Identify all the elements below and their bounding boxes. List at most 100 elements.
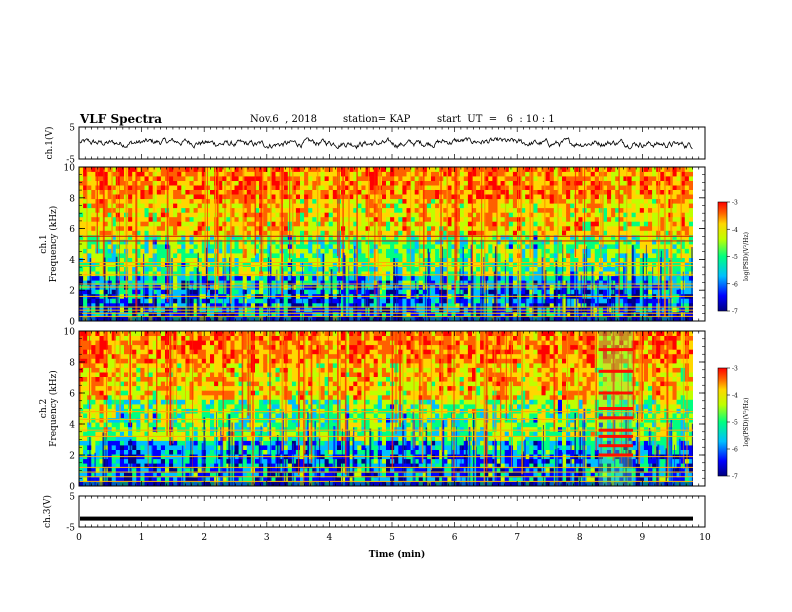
spectrogram-cell [537, 253, 542, 258]
spectrogram-cell [136, 185, 141, 190]
spectrogram-cell [664, 253, 669, 258]
spectrogram-cell [115, 230, 121, 236]
spectrogram-cell [369, 176, 375, 181]
spectrogram-cell [517, 275, 522, 281]
spectrogram-cell [201, 230, 207, 236]
spectrogram-cell [230, 212, 235, 218]
spectrogram-cell [79, 275, 84, 281]
spectrogram-cell [369, 239, 375, 245]
spectrogram-cell [402, 302, 407, 308]
spectrogram-cell [484, 207, 489, 213]
spectrogram-cell [214, 180, 219, 186]
spectrogram-cell [607, 244, 612, 249]
spectrogram-cell [177, 298, 182, 304]
spectrogram-cell [451, 185, 456, 190]
spectrogram-cell [443, 207, 448, 213]
spectrogram-cell [639, 311, 645, 317]
spectrogram-cell [103, 311, 109, 317]
spectrogram-cell [332, 171, 338, 177]
spectrogram-cell [394, 212, 399, 218]
spectrogram-cell [508, 225, 514, 231]
spectrogram-cell [365, 280, 370, 286]
spectrogram-cell [79, 266, 84, 272]
spectrogram-cell [398, 189, 403, 195]
spectrogram-cell [615, 176, 620, 181]
spectrogram-cell [287, 262, 293, 267]
spectrogram-cell [328, 189, 334, 195]
spectrogram-cell [615, 248, 620, 254]
spectrogram-cell [631, 230, 637, 236]
spectrogram-cell [128, 234, 133, 240]
spectrogram-cell [144, 212, 149, 218]
spectrogram-cell [107, 203, 113, 209]
spectrogram-cell [557, 262, 563, 267]
spectrogram-cell [672, 185, 677, 190]
spectrogram-cell [455, 253, 461, 258]
spectrogram-cell [353, 203, 358, 209]
spectrogram-cell [459, 257, 465, 263]
spectrogram-cell [160, 198, 166, 204]
spectrogram-cell [87, 311, 92, 317]
spectrogram-cell [353, 244, 358, 249]
ch1-spectrogram-panel [79, 167, 693, 321]
spectrogram-cell [316, 311, 321, 317]
spectrogram-cell [484, 189, 489, 195]
spectrogram-cell [512, 302, 518, 308]
spectrogram-cell [435, 212, 440, 218]
spectrogram-cell [87, 225, 92, 231]
spectrogram-cell [263, 253, 268, 258]
spectrogram-cell [320, 185, 325, 190]
spectrogram-cell [308, 216, 313, 222]
spectrogram-cell [386, 171, 391, 177]
spectrogram-cell [549, 257, 555, 263]
spectrogram-cell [357, 244, 362, 249]
spectrogram-cell [353, 262, 358, 267]
spectrogram-cell [369, 248, 375, 254]
spectrogram-cell [643, 212, 649, 218]
spectrogram-cell [160, 176, 166, 181]
spectrogram-cell [607, 185, 612, 190]
spectrogram-cell [295, 311, 301, 317]
spectrogram-cell [390, 266, 395, 272]
spectrogram-cell [500, 203, 506, 209]
spectrogram-cell [230, 180, 235, 186]
spectrogram-cell [361, 185, 366, 190]
spectrogram-cell [431, 185, 436, 190]
spectrogram-cell [574, 207, 579, 213]
spectrogram-cell [136, 167, 141, 172]
spectrogram-cell [353, 257, 358, 263]
spectrogram-cell [132, 275, 137, 281]
spectrogram-cell [455, 302, 461, 308]
spectrogram-cell [140, 271, 145, 277]
spectrogram-cell [394, 221, 399, 227]
spectrogram-cell [152, 275, 158, 281]
spectrogram-cell [304, 189, 309, 195]
spectrogram-cell [512, 198, 518, 204]
spectrogram-cell [365, 262, 370, 267]
spectrogram-cell [615, 185, 620, 190]
spectrogram-cell [562, 239, 567, 245]
spectrogram-cell [586, 230, 592, 236]
spectrogram-cell [267, 225, 272, 231]
spectrogram-cell [234, 194, 239, 200]
spectrogram-cell [607, 262, 612, 267]
spectrogram-cell [512, 176, 518, 181]
spectrogram-cell [246, 185, 252, 190]
spectrogram-cell [357, 167, 362, 172]
spectrogram-cell [652, 280, 657, 286]
spectrogram-cell [197, 302, 203, 308]
spectrogram-cell [361, 234, 366, 240]
spectrogram-cell [480, 262, 485, 267]
spectrogram-cell [602, 198, 608, 204]
spectrogram-cell [201, 180, 207, 186]
spectrogram-cell [369, 189, 375, 195]
spectrogram-cell [324, 253, 330, 258]
spectrogram-cell [643, 180, 649, 186]
spectrogram-cell [230, 176, 235, 181]
spectrogram-cell [451, 244, 456, 249]
spectrogram-cell [472, 180, 477, 186]
spectrogram-cell [627, 194, 632, 200]
spectrogram-cell [590, 167, 596, 172]
spectrogram-cell [275, 207, 280, 213]
spectrogram-cell [672, 311, 677, 317]
